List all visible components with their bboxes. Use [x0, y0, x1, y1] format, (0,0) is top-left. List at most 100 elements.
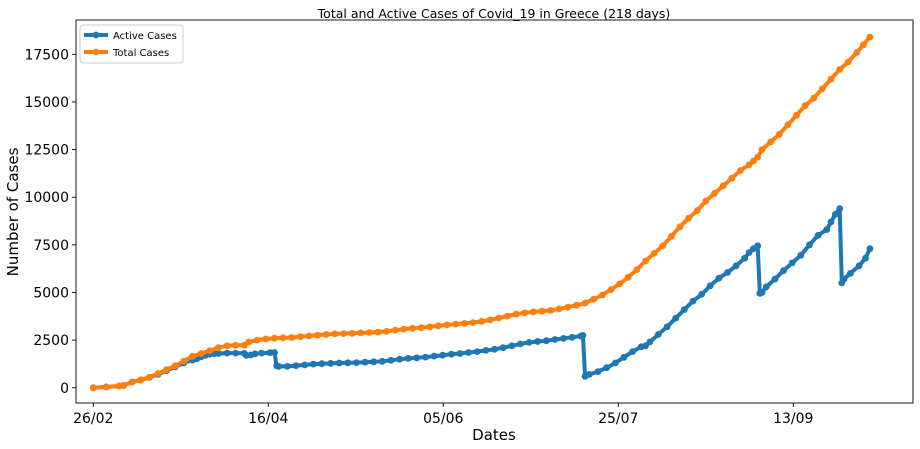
data-point-total-cases: [650, 250, 658, 257]
series-line-total-cases: [93, 35, 872, 390]
data-point-total-cases: [547, 307, 554, 314]
data-point-total-cases: [642, 257, 649, 265]
data-point-total-cases: [297, 333, 304, 341]
data-point-total-cases: [728, 174, 736, 182]
y-tick-label: 0: [60, 381, 69, 397]
data-point-total-cases: [400, 325, 408, 333]
data-point-total-cases: [711, 190, 718, 197]
data-point-total-cases: [767, 138, 774, 146]
data-point-total-cases: [253, 336, 261, 344]
data-point-active-cases: [542, 337, 550, 345]
y-tick-label: 5000: [33, 285, 69, 301]
data-point-active-cases: [823, 226, 831, 234]
data-point-active-cases: [840, 275, 848, 283]
data-point-active-cases: [499, 344, 507, 352]
data-point-total-cases: [486, 316, 494, 324]
data-point-active-cases: [309, 360, 317, 368]
x-axis-label: Dates: [472, 426, 516, 444]
data-point-active-cases: [439, 351, 447, 359]
data-point-total-cases: [357, 329, 365, 337]
data-point-active-cases: [353, 359, 360, 366]
data-point-total-cases: [163, 366, 171, 374]
data-point-total-cases: [581, 299, 589, 307]
data-point-active-cases: [327, 360, 334, 367]
y-tick-label: 15000: [24, 95, 69, 111]
data-point-active-cases: [603, 364, 611, 372]
data-point-total-cases: [417, 324, 425, 332]
data-point-total-cases: [866, 33, 874, 41]
data-point-active-cases: [378, 357, 386, 365]
data-point-active-cases: [655, 331, 662, 338]
data-point-total-cases: [775, 130, 783, 138]
data-point-active-cases: [788, 259, 796, 267]
data-point-active-cases: [318, 360, 326, 368]
data-point-total-cases: [860, 41, 867, 49]
data-point-active-cases: [284, 363, 291, 370]
y-tick-label: 10000: [24, 190, 69, 206]
data-point-active-cases: [508, 342, 516, 350]
data-point-active-cases: [715, 274, 723, 282]
data-point-active-cases: [335, 359, 343, 367]
y-tick-label: 17500: [24, 47, 69, 63]
data-point-active-cases: [706, 282, 714, 290]
data-point-total-cases: [314, 331, 321, 339]
data-point-total-cases: [564, 303, 572, 311]
data-point-total-cases: [478, 318, 485, 325]
data-point-total-cases: [435, 322, 442, 330]
data-point-active-cases: [251, 350, 259, 358]
data-point-active-cases: [629, 348, 636, 355]
data-point-active-cases: [663, 323, 671, 331]
data-point-active-cases: [258, 349, 265, 357]
legend-label-active: Active Cases: [113, 31, 177, 42]
data-point-total-cases: [189, 352, 196, 360]
data-point-total-cases: [145, 373, 153, 381]
data-point-active-cases: [525, 339, 533, 346]
data-point-total-cases: [538, 307, 546, 315]
plot-area: [75, 19, 914, 404]
data-point-active-cases: [551, 336, 559, 343]
data-point-active-cases: [301, 361, 309, 369]
data-point-active-cases: [646, 338, 654, 346]
data-point-total-cases: [374, 328, 382, 336]
data-point-total-cases: [599, 291, 606, 299]
data-point-active-cases: [698, 291, 705, 298]
data-point-active-cases: [223, 349, 231, 357]
data-point-total-cases: [702, 197, 710, 205]
data-point-total-cases: [719, 182, 727, 190]
x-tick-label: 16/04: [248, 411, 288, 427]
data-point-total-cases: [555, 305, 563, 313]
data-point-total-cases: [288, 334, 296, 341]
data-point-total-cases: [754, 153, 762, 161]
data-point-active-cases: [827, 218, 835, 226]
data-point-total-cases: [810, 94, 818, 102]
data-point-active-cases: [724, 269, 731, 276]
data-point-active-cases: [620, 353, 628, 361]
data-point-active-cases: [855, 262, 863, 270]
data-point-total-cases: [460, 320, 468, 327]
data-point-total-cases: [180, 357, 188, 365]
data-point-active-cases: [361, 358, 369, 366]
data-point-active-cases: [560, 335, 567, 342]
data-point-total-cases: [331, 330, 339, 338]
data-point-active-cases: [594, 368, 602, 375]
data-point-total-cases: [279, 334, 287, 342]
data-point-active-cases: [754, 242, 762, 250]
data-point-total-cases: [607, 286, 615, 293]
data-point-active-cases: [215, 350, 222, 357]
data-point-total-cases: [590, 295, 598, 303]
x-tick-label: 25/07: [598, 411, 638, 427]
data-point-active-cases: [814, 231, 822, 239]
data-point-active-cases: [611, 359, 619, 367]
data-point-total-cases: [197, 350, 205, 357]
data-point-total-cases: [89, 384, 97, 392]
data-point-total-cases: [102, 383, 110, 391]
data-point-total-cases: [836, 66, 844, 73]
data-point-active-cases: [413, 354, 421, 362]
data-point-active-cases: [473, 348, 481, 355]
x-tick-label: 05/06: [423, 411, 463, 427]
data-point-active-cases: [448, 350, 455, 358]
data-point-total-cases: [853, 49, 861, 56]
chart-title: Total and Active Cases of Covid_19 in Gr…: [317, 6, 671, 21]
data-point-active-cases: [741, 254, 749, 262]
data-point-total-cases: [512, 310, 520, 318]
